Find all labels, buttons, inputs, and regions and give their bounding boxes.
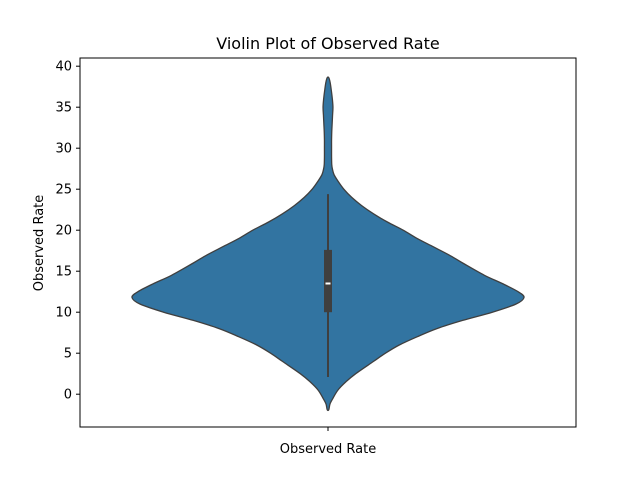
iqr-box — [324, 249, 332, 313]
plot-area — [79, 57, 577, 428]
y-tick-label: 40 — [55, 60, 72, 75]
y-axis-label: Observed Rate — [32, 195, 47, 291]
y-tick-label: 35 — [55, 101, 72, 116]
chart-title: Violin Plot of Observed Rate — [216, 34, 439, 53]
y-tick-label: 20 — [55, 224, 72, 239]
y-tick-label: 30 — [55, 142, 72, 157]
y-tick-label: 0 — [64, 388, 72, 403]
y-tick-label: 15 — [55, 265, 72, 280]
y-tick-label: 5 — [64, 347, 72, 362]
x-axis-label: Observed Rate — [280, 442, 376, 457]
y-axis: 0 5 10 15 20 25 30 35 40 — [55, 60, 80, 403]
y-tick-label: 10 — [55, 306, 72, 321]
y-tick-label: 25 — [55, 183, 72, 198]
